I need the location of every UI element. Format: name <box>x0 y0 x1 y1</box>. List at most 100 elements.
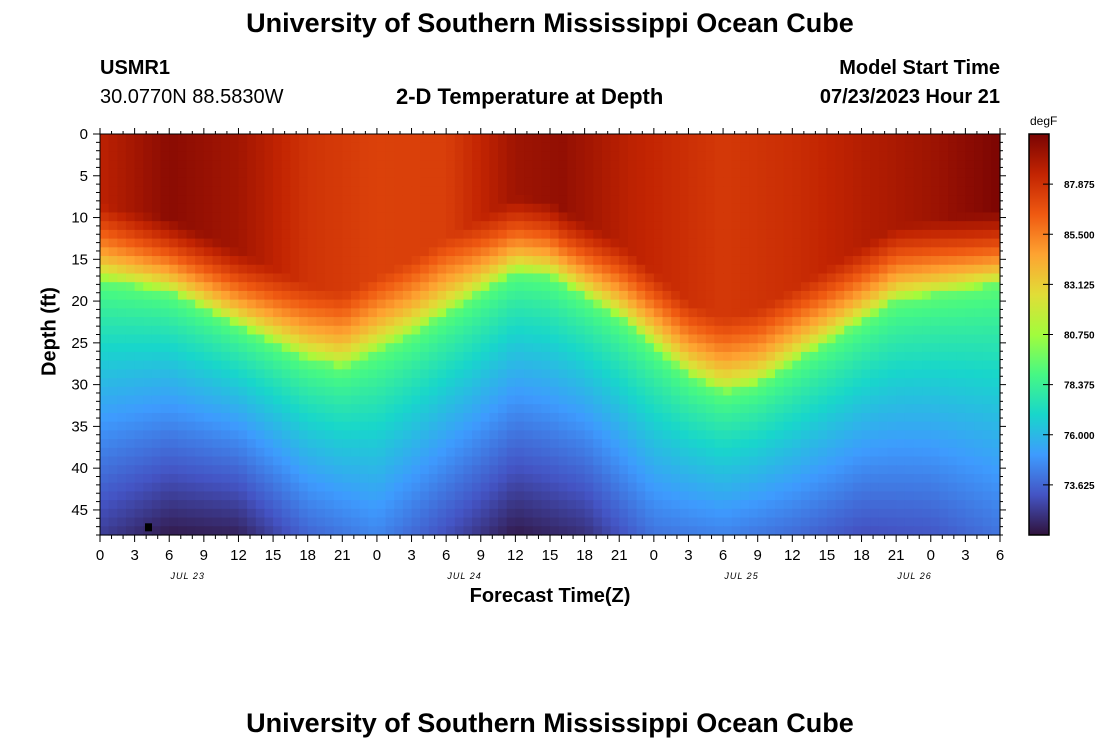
heatmap-cell <box>307 508 317 519</box>
heatmap-cell <box>480 404 491 414</box>
heatmap-cell <box>229 256 240 266</box>
heatmap-cell <box>333 421 343 431</box>
heatmap-cell <box>904 238 915 248</box>
heatmap-cell <box>411 395 421 405</box>
heatmap-cell <box>766 325 776 336</box>
heatmap-cell <box>991 334 1001 344</box>
heatmap-cell <box>420 256 430 266</box>
heatmap-cell <box>922 447 932 458</box>
heatmap-cell <box>281 177 291 187</box>
heatmap-cell <box>688 500 698 510</box>
heatmap-cell <box>524 221 534 231</box>
heatmap-cell <box>636 378 646 388</box>
heatmap-cell <box>610 308 620 318</box>
heatmap-cell <box>818 317 828 327</box>
heatmap-cell <box>878 290 889 301</box>
heatmap-cell <box>342 343 352 353</box>
heatmap-cell <box>575 151 586 161</box>
heatmap-cell <box>411 282 421 292</box>
heatmap-cell <box>290 142 300 153</box>
heatmap-cell <box>316 212 326 222</box>
heatmap-cell <box>524 482 534 493</box>
heatmap-cell <box>428 186 439 196</box>
heatmap-cell <box>610 177 620 187</box>
heatmap-cell <box>844 134 854 144</box>
heatmap-cell <box>160 412 170 423</box>
heatmap-cell <box>896 360 906 370</box>
heatmap-cell <box>515 517 525 527</box>
heatmap-cell <box>143 412 153 423</box>
heatmap-cell <box>273 351 283 362</box>
heatmap-cell <box>852 299 863 309</box>
heatmap-cell <box>541 195 551 205</box>
heatmap-cell <box>489 360 499 370</box>
heatmap-cell <box>723 203 733 214</box>
heatmap-cell <box>385 247 395 257</box>
heatmap-cell <box>359 317 369 327</box>
heatmap-cell <box>662 168 672 179</box>
heatmap-cell <box>411 247 421 257</box>
heatmap-cell <box>420 421 430 431</box>
heatmap-cell <box>749 404 759 414</box>
heatmap-cell <box>394 378 404 388</box>
heatmap-cell <box>463 343 473 353</box>
heatmap-cell <box>956 221 966 231</box>
heatmap-cell <box>307 195 317 205</box>
heatmap-cell <box>541 395 551 405</box>
heatmap-cell <box>117 491 127 501</box>
heatmap-cell <box>913 412 923 423</box>
heatmap-cell <box>783 290 793 301</box>
heatmap-cell <box>575 325 586 336</box>
heatmap-cell <box>956 500 966 510</box>
heatmap-cell <box>627 134 638 144</box>
heatmap-cell <box>558 439 568 449</box>
heatmap-cell <box>826 456 837 466</box>
heatmap-cell <box>766 195 776 205</box>
heatmap-cell <box>333 473 343 484</box>
heatmap-cell <box>100 203 110 214</box>
heatmap-cell <box>948 308 958 318</box>
heatmap-cell <box>281 256 291 266</box>
heatmap-cell <box>359 299 369 309</box>
heatmap-cell <box>723 142 733 153</box>
heatmap-cell <box>800 238 811 248</box>
heatmap-cell <box>480 186 491 196</box>
heatmap-cell <box>247 299 257 309</box>
heatmap-cell <box>325 439 335 449</box>
heatmap-cell <box>195 282 205 292</box>
heatmap-cell <box>437 473 447 484</box>
heatmap-cell <box>593 282 603 292</box>
heatmap-cell <box>697 168 707 179</box>
heatmap-cell <box>826 482 837 493</box>
heatmap-cell <box>463 360 473 370</box>
heatmap-cell <box>809 482 819 493</box>
heatmap-cell <box>567 334 577 344</box>
heatmap-cell <box>939 343 949 353</box>
heatmap-cell <box>247 177 257 187</box>
heatmap-cell <box>316 369 326 379</box>
heatmap-cell <box>108 134 118 144</box>
heatmap-cell <box>575 395 586 405</box>
heatmap-cell <box>143 430 153 440</box>
heatmap-cell <box>852 386 863 397</box>
heatmap-cell <box>671 221 681 231</box>
heatmap-cell <box>688 238 698 248</box>
heatmap-cell <box>299 465 309 475</box>
heatmap-cell <box>601 412 612 423</box>
heatmap-cell <box>965 386 975 397</box>
heatmap-cell <box>584 160 594 170</box>
heatmap-cell <box>203 378 214 388</box>
heatmap-cell <box>697 203 707 214</box>
heatmap-cell <box>688 421 698 431</box>
heatmap-cell <box>558 421 568 431</box>
heatmap-cell <box>619 160 629 170</box>
heatmap-cell <box>186 177 196 187</box>
heatmap-cell <box>420 369 430 379</box>
heatmap-cell <box>783 343 793 353</box>
heatmap-cell <box>125 290 136 301</box>
heatmap-cell <box>273 439 283 449</box>
heatmap-cell <box>593 378 603 388</box>
heatmap-cell <box>913 160 923 170</box>
heatmap-cell <box>878 256 889 266</box>
heatmap-cell <box>766 229 776 240</box>
